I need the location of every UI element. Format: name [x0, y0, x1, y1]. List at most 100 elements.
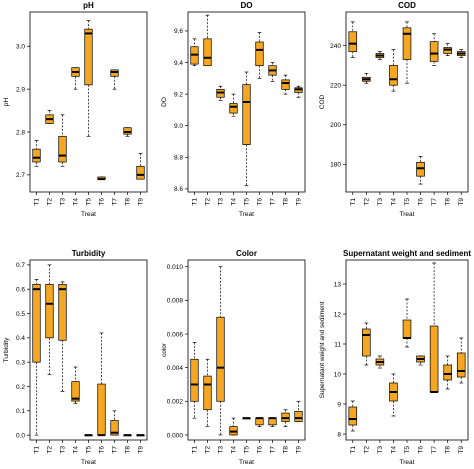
box-T3: [375, 51, 385, 60]
chart-panel-4: Turbidity 0.0 0.1 0.2 0.3 0.4 0.5 0.6 0.7 Turbidi…: [3, 249, 148, 466]
x-tick-label: T7: [270, 446, 277, 454]
box-iqr: [45, 283, 54, 339]
x-tick-label: T9: [138, 446, 145, 454]
y-tick-label: 0.008: [167, 298, 184, 305]
box-T5: [402, 21, 412, 84]
chart-title: Color: [236, 249, 257, 258]
box-T7: [110, 69, 119, 90]
box-iqr: [255, 41, 264, 67]
x-tick-label: T1: [192, 198, 199, 206]
x-tick-label: T7: [431, 198, 438, 206]
x-tick-label: T6: [99, 446, 106, 454]
box-T7: [429, 33, 439, 66]
x-tick-label: T9: [138, 198, 145, 206]
box-iqr: [203, 38, 212, 67]
x-tick-label: T4: [390, 198, 397, 206]
box-T7: [429, 262, 439, 393]
chart-title: Supernatant weight and sediment: [343, 249, 471, 258]
y-tick-label: 0.5: [16, 311, 25, 318]
x-tick-label: T8: [283, 446, 290, 454]
box-iqr: [429, 325, 439, 393]
y-tick-label: 0.002: [167, 399, 184, 406]
x-tick-label: T2: [363, 446, 370, 454]
x-tick-label: T5: [244, 198, 251, 206]
y-tick-label: 0.000: [167, 432, 184, 439]
y-tick-label: 180: [330, 162, 341, 169]
box-iqr: [203, 375, 212, 411]
box-iqr: [32, 283, 41, 363]
box-T2: [203, 358, 212, 427]
chart-panel-1: pH 2.7 2.8 2.9 3.0 pH T1 T2 T3 T4 T5 T6 T7 T8 T9 Treat: [3, 1, 148, 218]
box-iqr: [136, 165, 145, 180]
y-tick-label: 11: [334, 341, 341, 348]
box-T5: [84, 20, 93, 137]
y-tick-label: 0.4: [16, 335, 25, 342]
x-tick-label: T6: [99, 198, 106, 206]
y-axis-label: Turbidity: [3, 337, 10, 362]
y-tick-label: 12: [334, 311, 342, 318]
x-axis-label: Treat: [239, 459, 254, 466]
chart-title: DO: [241, 1, 253, 10]
box-iqr: [429, 41, 439, 62]
y-tick-label: 3.0: [16, 44, 25, 51]
x-tick-label: T9: [296, 446, 303, 454]
box-T8: [281, 74, 290, 95]
x-tick-label: T4: [231, 198, 238, 206]
chart-title: pH: [83, 1, 94, 10]
x-tick-label: T9: [458, 198, 465, 206]
x-axis-label: Treat: [400, 211, 415, 218]
x-tick-label: T6: [418, 198, 425, 206]
x-tick-label: T5: [86, 198, 93, 206]
y-tick-label: 9.6: [174, 28, 183, 35]
y-tick-label: 0.0: [16, 432, 25, 439]
box-T7: [110, 410, 119, 436]
box-T1: [32, 279, 41, 436]
box-iqr: [97, 383, 106, 436]
box-iqr: [268, 417, 277, 426]
box-iqr: [348, 31, 358, 52]
box-T8: [443, 355, 452, 390]
y-tick-label: 8: [337, 431, 341, 438]
x-tick-label: T3: [218, 446, 225, 454]
y-tick-label: 2.7: [16, 172, 25, 179]
x-tick-label: T3: [60, 198, 67, 206]
box-T6: [97, 332, 106, 437]
box-T5: [242, 417, 251, 420]
x-tick-label: T8: [125, 198, 132, 206]
y-tick-label: 2.9: [16, 86, 25, 93]
box-T2: [45, 110, 54, 124]
y-axis-label: DO: [161, 97, 168, 107]
box-iqr: [216, 316, 225, 402]
y-tick-label: 240: [330, 43, 341, 50]
box-T4: [229, 93, 238, 117]
x-axis-label: Treat: [81, 459, 96, 466]
x-tick-label: T6: [418, 446, 425, 454]
box-iqr: [281, 79, 290, 90]
box-T9: [294, 400, 303, 422]
y-axis-label: pH: [3, 98, 10, 107]
x-tick-label: T5: [404, 446, 411, 454]
box-T1: [32, 140, 41, 167]
box-T2: [362, 322, 371, 366]
box-iqr: [348, 406, 358, 426]
box-T9: [456, 337, 466, 384]
x-tick-label: T2: [205, 198, 212, 206]
y-tick-label: 0.004: [167, 365, 184, 372]
box-iqr: [456, 352, 466, 378]
box-T4: [71, 366, 80, 404]
box-T7: [268, 417, 277, 427]
box-T2: [362, 72, 371, 84]
x-tick-label: T3: [377, 446, 384, 454]
y-tick-label: 2.8: [16, 129, 25, 136]
y-tick-label: 8.6: [174, 186, 183, 193]
x-tick-label: T1: [350, 446, 357, 454]
x-tick-label: T1: [34, 198, 41, 206]
box-T2: [203, 14, 212, 67]
box-T5: [402, 298, 412, 348]
y-axis-label: color: [161, 342, 168, 357]
box-T2: [45, 264, 54, 375]
x-tick-label: T7: [112, 446, 119, 454]
box-T6: [416, 355, 425, 366]
box-T6: [255, 32, 264, 79]
chart-panel-3: COD 180 200 220 240 COD T1 T2 T3 T4 T5 T6 T7 T8 T9 Trea…: [319, 1, 469, 218]
